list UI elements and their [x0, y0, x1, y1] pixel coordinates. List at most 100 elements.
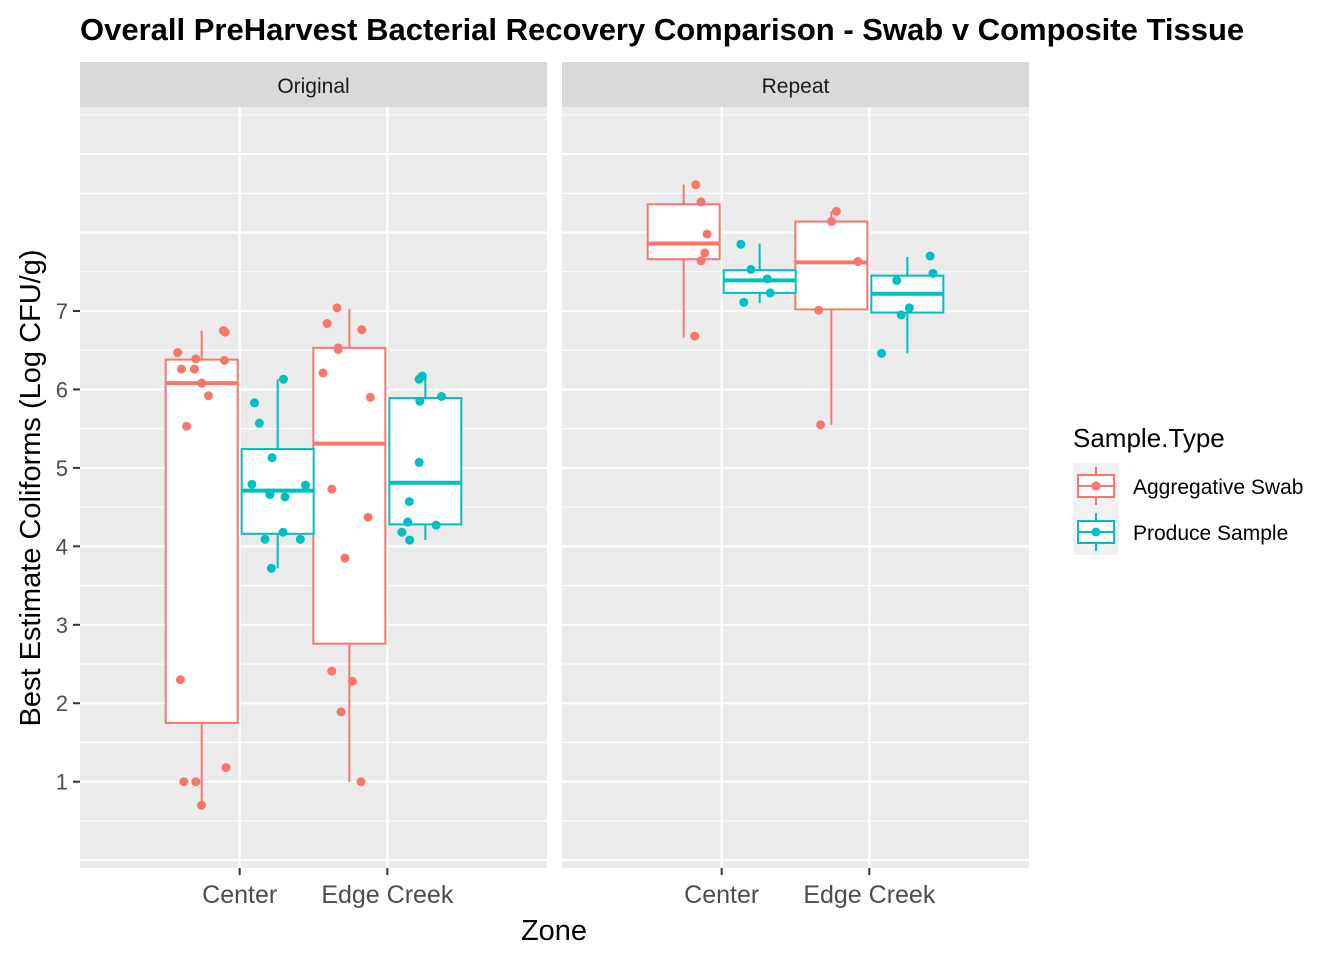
data-point [327, 484, 337, 494]
data-point [414, 457, 424, 467]
data-point [191, 777, 201, 787]
y-tick-label: 1 [56, 770, 68, 795]
data-point [896, 310, 906, 320]
data-point [336, 707, 346, 717]
data-point [318, 368, 328, 378]
data-point [278, 374, 288, 384]
data-point [278, 527, 288, 537]
data-point [405, 535, 415, 545]
facet-label-repeat: Repeat [762, 75, 830, 98]
y-axis-title: Best Estimate Coliforms (Log CFU/g) [15, 249, 47, 726]
data-point [814, 305, 824, 315]
data-point [265, 490, 275, 500]
y-tick-label: 4 [56, 534, 68, 559]
box-aggregative-swab-edge-creek [312, 303, 387, 787]
facet-panel-repeat: Repeat Center Edge Creek [562, 62, 1029, 909]
data-point [267, 453, 277, 463]
data-point [322, 319, 332, 329]
data-point [696, 197, 706, 207]
data-point [762, 274, 772, 284]
data-point [254, 418, 264, 428]
legend-key-aggregative-swab [1073, 463, 1119, 509]
data-point [197, 378, 207, 388]
legend-key-produce-sample [1073, 509, 1119, 555]
data-point [816, 420, 826, 430]
data-point [397, 527, 407, 537]
x-tick-label: Center [684, 881, 759, 909]
data-point [404, 497, 414, 507]
y-tick-label: 2 [56, 691, 68, 716]
data-point [182, 421, 192, 431]
data-point [831, 206, 841, 216]
data-point [203, 391, 213, 401]
data-point [700, 248, 710, 258]
legend-key-point [1091, 527, 1101, 537]
facet-strip [80, 62, 547, 107]
box-aggregative-swab-center [164, 326, 239, 810]
data-point [691, 180, 701, 190]
data-point [356, 777, 366, 787]
data-point [333, 344, 343, 354]
data-point [340, 553, 350, 563]
data-point [690, 331, 700, 341]
chart-title: Overall PreHarvest Bacterial Recovery Co… [80, 12, 1244, 47]
data-point [295, 534, 305, 544]
data-point [221, 763, 231, 773]
x-tick-label: Center [202, 881, 277, 909]
x-tick-label: Edge Creek [321, 881, 454, 909]
data-point [189, 364, 199, 374]
legend-label-produce-sample: Produce Sample [1133, 522, 1288, 545]
data-point [928, 268, 938, 278]
data-point [904, 303, 914, 313]
data-point [436, 391, 446, 401]
legend-key-point [1091, 481, 1101, 491]
y-axis: 1 2 3 4 5 6 7 [56, 299, 80, 795]
data-point [332, 303, 342, 313]
y-tick-label: 6 [56, 377, 68, 402]
box-produce-sample-center [722, 239, 797, 307]
y-tick-label: 7 [56, 299, 68, 324]
legend-label-aggregative-swab: Aggregative Swab [1133, 476, 1303, 499]
data-point [403, 517, 413, 527]
data-point [176, 364, 186, 374]
data-point [415, 396, 425, 406]
data-point [173, 348, 183, 358]
data-point [301, 480, 311, 490]
data-point [357, 325, 367, 335]
data-point [365, 392, 375, 402]
data-point [853, 257, 863, 267]
box-body [164, 358, 239, 724]
data-point [219, 355, 229, 365]
data-point [363, 512, 373, 522]
box-produce-sample-center [240, 374, 315, 573]
data-point [827, 217, 837, 227]
data-point [877, 348, 887, 358]
box-body [794, 220, 869, 311]
box-produce-sample-edge-creek [388, 371, 463, 545]
data-point [739, 297, 749, 307]
data-point [247, 479, 257, 489]
data-point [702, 229, 712, 239]
data-point [280, 492, 290, 502]
box-body [388, 397, 463, 526]
data-point [696, 256, 706, 266]
box-body [312, 346, 387, 645]
data-point [175, 675, 185, 685]
data-point [925, 251, 935, 261]
box-aggregative-swab-center [646, 180, 721, 341]
data-point [414, 374, 424, 384]
box-aggregative-swab-edge-creek [794, 206, 869, 430]
data-point [736, 239, 746, 249]
legend-title: Sample.Type [1073, 423, 1225, 453]
data-point [260, 534, 270, 544]
box-produce-sample-edge-creek [870, 251, 945, 358]
y-tick-label: 3 [56, 613, 68, 638]
facet-strip [562, 62, 1029, 107]
legend: Sample.Type Aggregative Swab Produce Sampl… [1073, 423, 1303, 555]
y-tick-label: 5 [56, 456, 68, 481]
data-point [191, 354, 201, 364]
data-point [892, 275, 902, 285]
facet-label-original: Original [277, 75, 349, 98]
data-point [431, 520, 441, 530]
